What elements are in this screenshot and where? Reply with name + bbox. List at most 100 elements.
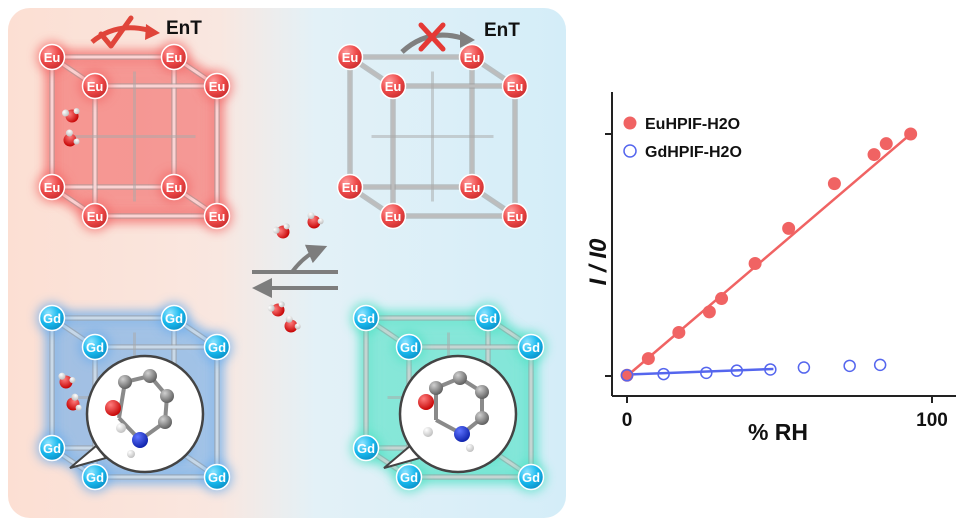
ent-left-group: EnT [90,15,202,49]
metal-label: Gd [208,470,226,485]
water-molecule [284,315,301,333]
metal-label: Gd [165,311,183,326]
metal-label: Gd [43,311,61,326]
gray-atom [429,381,443,395]
hydrogen-atom [75,404,82,411]
water-molecule [272,223,290,239]
metal-label: Eu [44,50,61,65]
data-point-eu-1 [641,352,655,366]
exchange-arrows [252,244,338,298]
metal-label: Gd [86,340,104,355]
metal-label: Gd [208,340,226,355]
oxygen-atom [284,319,298,333]
data-point-gd-1 [657,367,670,381]
water-molecule [307,212,324,229]
x-axis-label: % RH [748,419,808,445]
water-molecule [267,301,285,317]
water-molecule [66,393,82,411]
cube-eu-glow: Eu Eu Eu Eu Eu Eu Eu Eu [36,41,233,232]
metal-label: Eu [166,50,183,65]
metal-label: Gd [522,470,540,485]
y-axis-label: I / I0 [585,238,612,285]
cross-icon [418,22,446,52]
metal-node [160,173,188,201]
metal-node [203,72,231,100]
metal-node [160,304,188,332]
metal-node [379,72,407,100]
metal-label: Gd [400,470,418,485]
hydrogen-atom [272,226,280,234]
metal-label: Gd [357,441,375,456]
gray-atom [143,369,157,383]
data-point-eu-0 [620,368,634,382]
metal-node [336,173,364,201]
metal-node [38,434,66,462]
ent-right-arrowhead [460,31,475,48]
metal-node [458,43,486,71]
ent-left-arrowhead [145,24,160,40]
metal-label: Eu [342,50,359,65]
gray-atom [118,375,132,389]
metal-node [336,43,364,71]
hydrogen-atom [317,218,324,225]
ent-right-label: EnT [484,20,520,41]
metal-label: Eu [342,180,359,195]
fit-line-0 [626,133,912,377]
cube-eu-dim: Eu Eu Eu Eu Eu Eu Eu Eu [336,43,529,230]
molecule-layer [58,108,518,474]
white-atom [423,427,433,437]
metal-node [474,304,502,332]
x-tick-label-0: 0 [622,410,633,431]
molecule-bubble-right [383,354,518,474]
metal-label: Gd [357,311,375,326]
metal-label: Eu [385,209,402,224]
metal-label: Eu [87,209,104,224]
metal-label: Eu [44,180,61,195]
ent-left-arrow [90,25,149,44]
metal-label: Gd [522,340,540,355]
metal-node [203,202,231,230]
hydrogen-atom [294,323,301,330]
ent-right-group: EnT [400,20,520,54]
white-atom [116,423,126,433]
metal-node [38,173,66,201]
hydrogen-atom [58,372,66,380]
metal-node [81,333,109,361]
x-tick-label-100: 100 [916,410,948,431]
metal-node [160,43,188,71]
metal-label: Eu [464,50,481,65]
water-molecule [63,129,80,147]
humidity-chart: 0 100 % RH I / I0 EuHPIF-H2O GdHPIF-H2O [585,92,956,445]
metal-label: Gd [86,470,104,485]
metal-node [395,463,423,491]
metal-node [517,333,545,361]
data-point-eu-10 [904,127,918,141]
legend-label-eu: EuHPIF-H2O [645,116,740,133]
metal-node [379,202,407,230]
metal-node [203,333,231,361]
gray-atom [475,385,489,399]
white-atom [466,444,474,452]
blue-atom [454,426,470,442]
metal-node [352,434,380,462]
metal-label: Gd [479,311,497,326]
metal-node [352,304,380,332]
hydrogen-atom [62,109,70,117]
data-point-eu-2 [672,325,686,339]
hydrogen-atom [71,393,79,401]
hydrogen-atom [65,129,73,137]
oxygen-atom [63,133,77,147]
data-point-eu-6 [782,221,796,235]
hydrogen-atom [267,304,275,312]
hydrogen-atom [73,138,80,145]
metal-node [501,72,529,100]
legend-label-gd: GdHPIF-H2O [645,144,742,161]
hydrogen-atom [283,223,290,230]
data-point-gd-7 [873,358,887,372]
data-point-gd-4 [764,363,777,376]
metal-label: Eu [166,180,183,195]
bubble-circle [398,354,518,474]
metal-label: Eu [464,180,481,195]
metal-node [517,463,545,491]
